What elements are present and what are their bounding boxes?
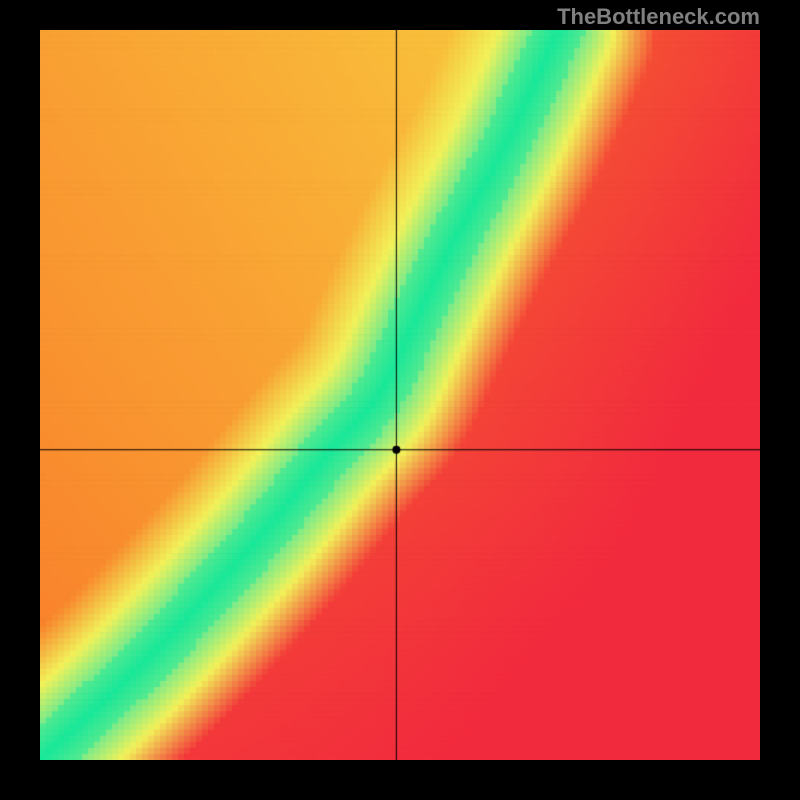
watermark-text: TheBottleneck.com: [557, 4, 760, 30]
bottleneck-heatmap: [40, 30, 760, 760]
chart-container: TheBottleneck.com: [0, 0, 800, 800]
